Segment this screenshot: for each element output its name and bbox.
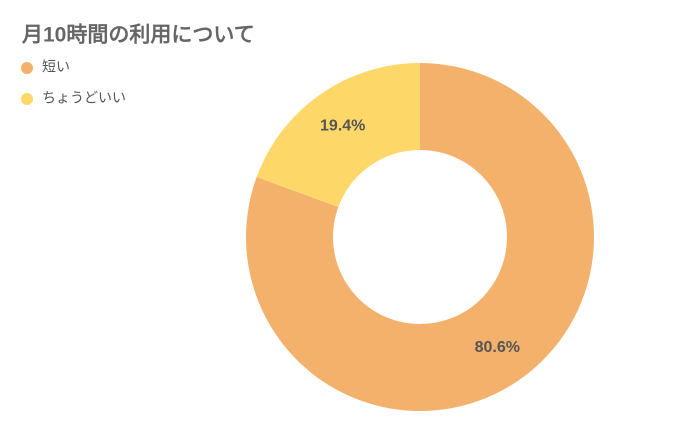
value-label: 80.6% bbox=[475, 339, 520, 356]
legend-marker bbox=[21, 93, 33, 105]
value-label: 19.4% bbox=[320, 118, 365, 135]
legend-label: ちょうどいい bbox=[42, 90, 126, 106]
donut-slice bbox=[256, 62, 420, 208]
legend-label: 短い bbox=[42, 59, 70, 75]
chart-title: 月10時間の利用について bbox=[21, 23, 255, 47]
donut-slice bbox=[245, 63, 595, 411]
legend-marker bbox=[21, 62, 33, 74]
